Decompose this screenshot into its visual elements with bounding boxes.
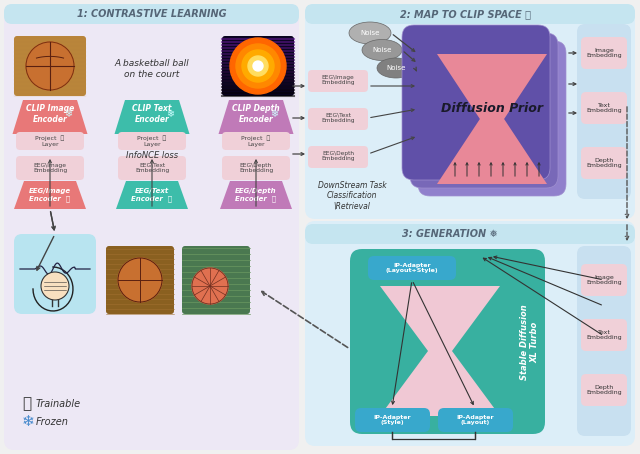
Text: Image
Embedding: Image Embedding: [586, 48, 622, 59]
FancyBboxPatch shape: [581, 264, 627, 296]
FancyBboxPatch shape: [308, 108, 368, 130]
Circle shape: [192, 268, 228, 304]
Text: Text
Embedding: Text Embedding: [586, 103, 622, 114]
Text: 3: GENERATION ❅: 3: GENERATION ❅: [402, 229, 498, 239]
Text: Noise: Noise: [372, 47, 392, 53]
Text: CLIP Depth
Encoder: CLIP Depth Encoder: [232, 104, 280, 123]
FancyBboxPatch shape: [305, 4, 635, 219]
Ellipse shape: [377, 58, 415, 78]
Text: EEG/Text
Encoder  🔥: EEG/Text Encoder 🔥: [131, 188, 173, 202]
Ellipse shape: [362, 39, 402, 60]
FancyBboxPatch shape: [368, 256, 456, 280]
Polygon shape: [13, 100, 88, 134]
FancyBboxPatch shape: [118, 132, 186, 150]
Polygon shape: [14, 181, 86, 209]
FancyBboxPatch shape: [410, 33, 558, 188]
Polygon shape: [380, 286, 500, 416]
Text: IP-Adapter
(Layout): IP-Adapter (Layout): [456, 415, 494, 425]
Text: EEG\Text
Embedding: EEG\Text Embedding: [321, 113, 355, 123]
Text: DownStream Task
Classification
\Retrieval: DownStream Task Classification \Retrieva…: [317, 181, 387, 211]
Circle shape: [242, 50, 274, 82]
Text: EEG/Image
Encoder  🔥: EEG/Image Encoder 🔥: [29, 188, 71, 202]
Text: EEG\Image
Embedding: EEG\Image Embedding: [33, 163, 67, 173]
FancyBboxPatch shape: [438, 408, 513, 432]
Text: Frozen: Frozen: [36, 417, 69, 427]
Text: EEG/Depth
Encoder  🔥: EEG/Depth Encoder 🔥: [235, 188, 277, 202]
Text: IP-Adapter
(Style): IP-Adapter (Style): [373, 415, 411, 425]
Polygon shape: [220, 181, 292, 209]
Text: ❄: ❄: [270, 109, 278, 119]
Circle shape: [41, 272, 69, 300]
Text: Depth
Embedding: Depth Embedding: [586, 385, 622, 395]
FancyBboxPatch shape: [581, 319, 627, 351]
Text: Project  🔥
Layer: Project 🔥 Layer: [35, 135, 65, 147]
Circle shape: [230, 38, 286, 94]
FancyBboxPatch shape: [581, 374, 627, 406]
FancyBboxPatch shape: [581, 147, 627, 179]
FancyBboxPatch shape: [402, 25, 550, 180]
Text: 1: CONTRASTIVE LEARNING: 1: CONTRASTIVE LEARNING: [77, 9, 227, 19]
FancyBboxPatch shape: [577, 24, 631, 199]
Circle shape: [26, 42, 74, 90]
FancyBboxPatch shape: [16, 156, 84, 180]
Text: Project  🔥
Layer: Project 🔥 Layer: [241, 135, 271, 147]
FancyBboxPatch shape: [106, 246, 174, 314]
FancyBboxPatch shape: [222, 156, 290, 180]
FancyBboxPatch shape: [14, 36, 86, 96]
Text: IP-Adapter
(Layout+Style): IP-Adapter (Layout+Style): [386, 262, 438, 273]
Text: Image
Embedding: Image Embedding: [586, 275, 622, 286]
FancyBboxPatch shape: [305, 4, 635, 24]
FancyBboxPatch shape: [581, 37, 627, 69]
Text: ❄: ❄: [22, 415, 35, 429]
FancyBboxPatch shape: [577, 246, 631, 436]
Polygon shape: [218, 100, 294, 134]
FancyBboxPatch shape: [418, 41, 566, 196]
FancyBboxPatch shape: [4, 4, 299, 450]
FancyBboxPatch shape: [118, 156, 186, 180]
Text: EEG\Depth
Embedding: EEG\Depth Embedding: [239, 163, 273, 173]
FancyBboxPatch shape: [350, 249, 545, 434]
FancyBboxPatch shape: [4, 4, 299, 24]
Text: A basketball ball
on the court: A basketball ball on the court: [115, 59, 189, 79]
Polygon shape: [437, 54, 547, 184]
Text: EEG\Text
Embedding: EEG\Text Embedding: [135, 163, 169, 173]
Circle shape: [118, 258, 162, 302]
Text: 🔥: 🔥: [22, 396, 31, 411]
FancyBboxPatch shape: [222, 36, 294, 96]
Text: ❄: ❄: [166, 109, 174, 119]
Text: Depth
Embedding: Depth Embedding: [586, 158, 622, 168]
Text: Noise: Noise: [360, 30, 380, 36]
FancyBboxPatch shape: [222, 132, 290, 150]
Text: Trainable: Trainable: [36, 399, 81, 409]
Ellipse shape: [349, 22, 391, 44]
Text: 2: MAP TO CLIP SPACE 🔥: 2: MAP TO CLIP SPACE 🔥: [401, 9, 531, 19]
FancyBboxPatch shape: [308, 146, 368, 168]
FancyBboxPatch shape: [14, 234, 96, 314]
Text: CLIP Image
Encoder: CLIP Image Encoder: [26, 104, 74, 123]
Polygon shape: [116, 181, 188, 209]
Text: EEG\Image
Embedding: EEG\Image Embedding: [321, 74, 355, 85]
Text: Stable Diffusion
XL Turbo: Stable Diffusion XL Turbo: [520, 304, 540, 380]
Text: CLIP Text
Encoder: CLIP Text Encoder: [132, 104, 172, 123]
FancyBboxPatch shape: [581, 92, 627, 124]
Polygon shape: [115, 100, 189, 134]
FancyBboxPatch shape: [16, 132, 84, 150]
Text: EEG\Depth
Embedding: EEG\Depth Embedding: [321, 151, 355, 162]
FancyBboxPatch shape: [308, 70, 368, 92]
Text: Noise: Noise: [387, 65, 406, 71]
FancyBboxPatch shape: [182, 246, 250, 314]
FancyBboxPatch shape: [305, 221, 635, 446]
Circle shape: [248, 56, 268, 76]
Text: Project  🔥
Layer: Project 🔥 Layer: [138, 135, 166, 147]
Text: Diffusion Prior: Diffusion Prior: [441, 103, 543, 115]
FancyBboxPatch shape: [305, 224, 635, 244]
FancyBboxPatch shape: [355, 408, 430, 432]
Circle shape: [236, 44, 280, 88]
Text: ❄: ❄: [64, 109, 72, 119]
Circle shape: [253, 61, 263, 71]
Text: Text
Embedding: Text Embedding: [586, 330, 622, 340]
Text: InfoNCE loss: InfoNCE loss: [126, 150, 178, 159]
